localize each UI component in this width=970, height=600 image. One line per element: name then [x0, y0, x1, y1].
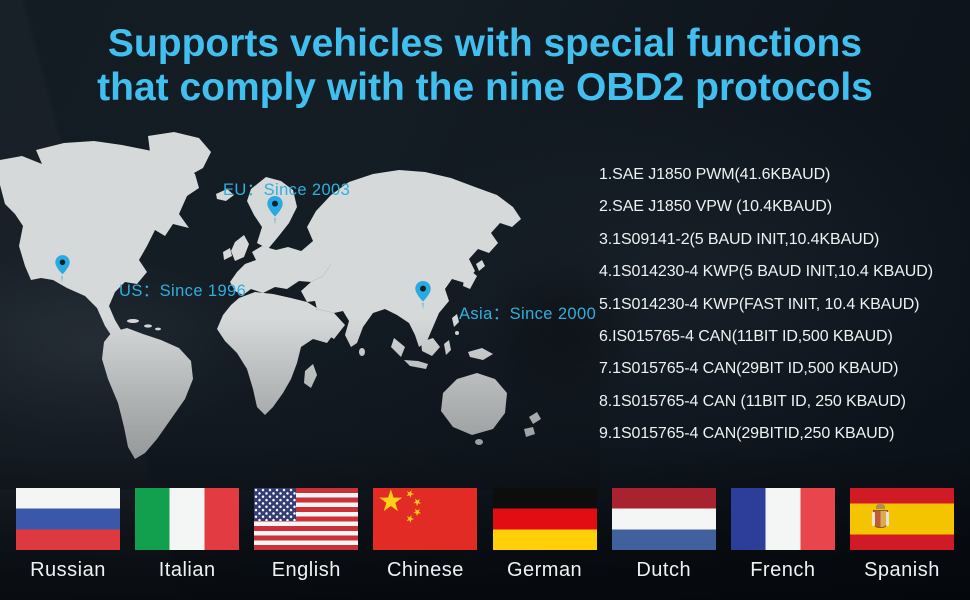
language-label: Russian — [30, 559, 106, 581]
title-line-2: that comply with the nine OBD2 protocols — [97, 66, 873, 110]
flag-italy-icon — [135, 488, 240, 550]
protocol-item-7: 7.1S015765-4 CAN(29BIT ID,500 KBAUD) — [599, 360, 899, 378]
spain-crest — [871, 504, 889, 532]
language-item-french: French — [730, 488, 835, 582]
flag-china-icon: ★ ★ ★ ★ ★ — [373, 488, 478, 550]
protocol-list: 1.SAE J1850 PWM(41.6KBAUD) 2.SAE J1850 V… — [599, 159, 967, 451]
flag-netherlands-icon — [611, 488, 716, 550]
world-map — [0, 130, 600, 490]
language-item-italian: Italian — [135, 488, 240, 582]
eu-location-marker — [267, 196, 283, 225]
protocol-item-2: 2.SAE J1850 VPW (10.4KBAUD) — [599, 198, 832, 216]
language-item-english: English — [254, 488, 359, 582]
language-item-russian: Russian — [16, 488, 120, 582]
page-title: Supports vehicles with special functions… — [0, 22, 970, 110]
star-icon: ★ — [377, 488, 405, 518]
title-line-1: Supports vehicles with special functions — [107, 22, 863, 65]
pin-reflection — [274, 218, 276, 225]
protocol-item-1: 1.SAE J1850 PWM(41.6KBAUD) — [599, 166, 831, 183]
flag-germany-icon — [492, 488, 597, 550]
spain-crest-crown — [875, 504, 885, 509]
asia-since-label: Asia：Since 2000 — [459, 305, 597, 323]
star-icon: ★ — [403, 512, 417, 527]
spain-crest-pillar — [871, 512, 875, 526]
asia-location-marker — [415, 281, 431, 310]
us-flag-canton — [254, 488, 297, 522]
language-item-chinese: ★ ★ ★ ★ ★ Chinese — [373, 488, 478, 582]
flag-russia-icon — [16, 488, 120, 550]
flag-france-icon — [730, 488, 835, 550]
language-label: Spanish — [864, 559, 940, 581]
us-location-marker — [54, 255, 70, 283]
language-label: Chinese — [386, 559, 464, 581]
location-pin-icon — [54, 255, 70, 275]
protocol-item-6: 6.IS015765-4 CAN(11BIT ID,500 KBAUD) — [599, 328, 893, 346]
eu-since-label: EU：Since 2003 — [223, 181, 351, 199]
location-pin-icon — [267, 196, 283, 217]
language-label: German — [506, 559, 583, 581]
protocol-item-3: 3.1S09141-2(5 BAUD INIT,10.4KBAUD) — [599, 230, 880, 248]
pin-reflection — [61, 276, 63, 283]
language-label: French — [750, 559, 816, 581]
language-flags-row: Russian Italian English ★ ★ ★ ★ ★ Chines… — [0, 488, 970, 582]
pin-reflection — [422, 303, 424, 310]
language-item-german: German — [492, 488, 597, 582]
language-label: Italian — [158, 559, 216, 581]
location-pin-icon — [415, 281, 431, 302]
protocol-item-9: 9.1S015765-4 CAN(29BITID,250 KBAUD) — [599, 425, 895, 443]
world-map-svg — [0, 132, 541, 459]
language-label: Dutch — [636, 559, 692, 581]
protocol-item-4: 4.1S014230-4 KWP(5 BAUD INIT,10.4 KBAUD) — [599, 263, 933, 281]
protocol-item-5: 5.1S014230-4 KWP(FAST INIT, 10.4 KBAUD) — [599, 295, 920, 313]
language-item-spanish: Spanish — [849, 488, 954, 582]
spain-crest-pillar — [885, 512, 889, 526]
language-item-dutch: Dutch — [611, 488, 716, 582]
language-label: English — [271, 559, 341, 581]
us-since-label: US：Since 1996 — [119, 282, 247, 300]
protocol-item-8: 8.1S015765-4 CAN (11BIT ID, 250 KBAUD) — [599, 392, 906, 410]
flag-spain-icon — [849, 488, 954, 550]
flag-usa-icon — [254, 488, 359, 550]
